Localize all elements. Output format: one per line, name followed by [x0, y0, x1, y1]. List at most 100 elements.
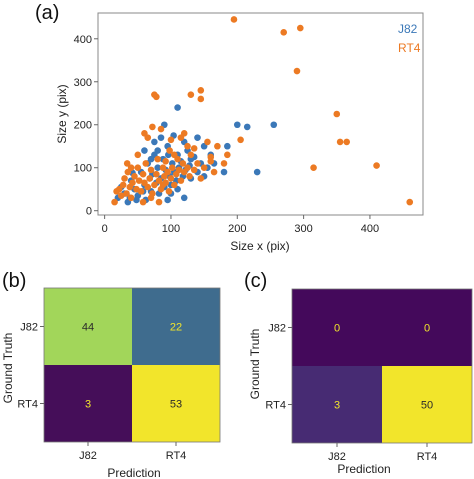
scatter-point-rt4	[210, 168, 218, 176]
scatter-point-rt4	[165, 188, 173, 195]
scatter-point-rt4	[177, 134, 185, 141]
scatter-point-rt4	[293, 67, 301, 75]
matrix-b-y-axis-label: Ground Truth	[1, 333, 15, 404]
scatter-point-j82	[151, 138, 158, 146]
legend-j82: J82	[398, 22, 418, 36]
matrix-b-x-axis-label: Prediction	[107, 466, 160, 479]
scatter-y-tick-label: 0	[86, 206, 92, 218]
matrix-b-cell	[44, 365, 132, 442]
scatter-point-rt4	[121, 175, 128, 182]
scatter-point-rt4	[336, 138, 344, 146]
scatter-point-rt4	[147, 166, 155, 174]
scatter-point-j82	[133, 196, 140, 204]
scatter-point-rt4	[123, 190, 130, 197]
matrix-c-x-axis-label: Prediction	[337, 462, 390, 476]
matrix-c-frame	[291, 288, 473, 444]
scatter-point-rt4	[154, 155, 161, 163]
scatter-x-tick-label: 100	[162, 223, 180, 235]
scatter-point-j82	[194, 134, 201, 141]
matrix-c-cell	[382, 366, 472, 443]
scatter-point-rt4	[197, 87, 205, 94]
scatter-point-j82	[243, 123, 251, 131]
scatter-point-rt4	[179, 160, 187, 167]
scatter-point-rt4	[153, 93, 160, 101]
matrix-c-cell-value: 0	[334, 323, 340, 335]
scatter-point-rt4	[155, 198, 163, 206]
matrix-c-cell	[382, 289, 472, 366]
scatter-x-tick-label: 300	[294, 223, 312, 235]
scatter-point-rt4	[129, 179, 136, 187]
scatter-point-rt4	[127, 194, 135, 202]
scatter-point-rt4	[190, 166, 198, 174]
scatter-point-rt4	[166, 147, 173, 154]
matrix-c-x-tick-label: RT4	[417, 451, 438, 463]
scatter-point-rt4	[147, 194, 155, 202]
scatter-point-rt4	[190, 145, 198, 152]
scatter-point-rt4	[184, 164, 191, 172]
scatter-x-tick-label: 0	[102, 223, 108, 235]
scatter-point-rt4	[333, 110, 341, 118]
scatter-point-rt4	[127, 164, 135, 172]
scatter-point-rt4	[168, 164, 176, 172]
scatter-point-rt4	[197, 175, 205, 182]
scatter-point-rt4	[310, 164, 317, 172]
scatter-point-rt4	[200, 164, 208, 172]
scatter-point-rt4	[159, 164, 167, 172]
matrix-b-cell	[132, 288, 220, 365]
scatter-point-rt4	[207, 157, 215, 165]
matrix-c-y-tick-label: J82	[268, 323, 286, 335]
scatter-point-j82	[180, 194, 188, 202]
scatter-point-rt4	[151, 181, 158, 189]
panel-label-b: (b)	[2, 270, 26, 292]
scatter-y-tick-label: 300	[74, 77, 92, 89]
matrix-c-y-axis-label: Ground Truth	[248, 329, 262, 400]
scatter-point-j82	[270, 121, 278, 129]
matrix-b-y-tick-label: J82	[20, 322, 38, 334]
scatter-point-rt4	[214, 142, 221, 150]
matrix-b-cell	[132, 365, 220, 442]
scatter-point-rt4	[187, 151, 195, 159]
scatter-point-rt4	[134, 151, 142, 159]
scatter-x-ticks: 0 100 200 300 400	[102, 215, 379, 235]
scatter-plot-frame	[97, 12, 424, 216]
matrix-b-cell-value: 53	[170, 399, 182, 411]
scatter-point-rt4	[149, 123, 156, 131]
scatter-point-rt4	[167, 175, 175, 182]
panel-label-a: (a)	[35, 2, 59, 24]
matrix-c-cell	[292, 366, 382, 443]
confusion-matrix-c: 0 0 3 50 J82 RT4 J82 RT4	[265, 288, 473, 463]
matrix-b-cell-value: 3	[85, 399, 91, 411]
scatter-point-rt4	[164, 168, 171, 176]
scatter-point-rt4	[184, 142, 191, 150]
matrix-c-cell-value: 50	[421, 400, 433, 412]
scatter-point-rt4	[111, 198, 118, 206]
scatter-point-rt4	[159, 181, 167, 189]
scatter-point-rt4	[186, 173, 193, 180]
scatter-point-rt4	[155, 177, 163, 184]
matrix-b-cell-value: 44	[82, 322, 94, 334]
confusion-matrix-b: 44 22 3 53 J82 RT4 J82 RT4	[17, 287, 221, 462]
scatter-point-rt4	[194, 160, 201, 167]
scatter-point-j82	[141, 147, 148, 154]
scatter-point-j82	[157, 134, 165, 141]
matrix-c-cell-value: 0	[424, 323, 430, 335]
scatter-point-rt4	[237, 136, 244, 144]
scatter-y-tick-label: 200	[74, 120, 92, 132]
scatter-point-rt4	[135, 177, 143, 184]
matrix-b-x-tick-label: J82	[79, 450, 97, 462]
scatter-y-ticks: 0 100 200 300 400	[74, 34, 98, 218]
matrix-b-x-tick-label: RT4	[166, 450, 187, 462]
scatter-point-rt4	[115, 185, 123, 193]
scatter-point-rt4	[142, 160, 150, 167]
scatter-point-rt4	[224, 151, 231, 159]
scatter-x-tick-label: 400	[361, 223, 379, 235]
scatter-point-rt4	[343, 138, 351, 146]
scatter-point-rt4	[197, 95, 205, 103]
scatter-point-rt4	[119, 181, 127, 189]
scatter-point-rt4	[131, 173, 138, 180]
scatter-point-rt4	[162, 157, 169, 165]
scatter-point-rt4	[139, 198, 147, 206]
scatter-point-rt4	[220, 160, 228, 167]
scatter-point-rt4	[153, 170, 160, 178]
scatter-point-j82	[164, 196, 171, 204]
